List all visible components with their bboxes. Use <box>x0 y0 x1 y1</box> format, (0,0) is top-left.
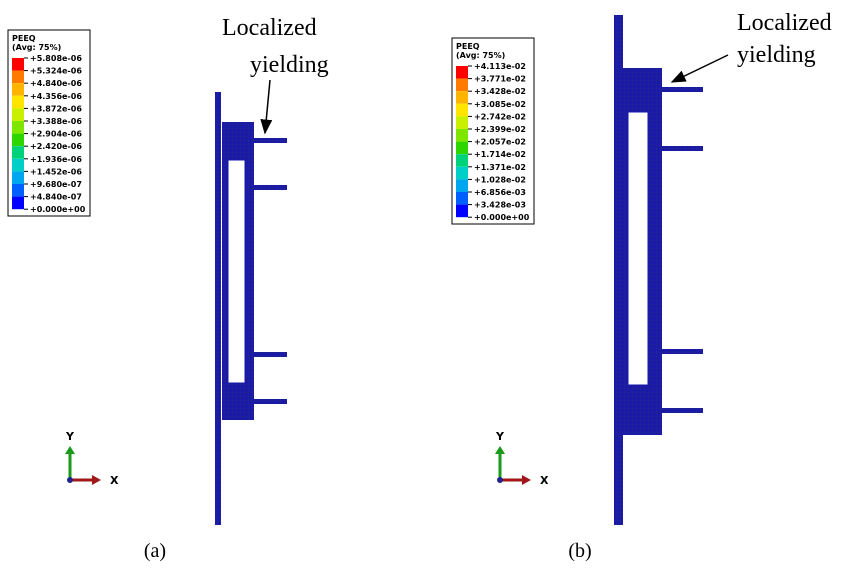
legend-swatch <box>456 116 468 129</box>
opening <box>628 112 648 385</box>
annotation: yielding <box>250 52 329 78</box>
legend-swatch <box>12 171 24 184</box>
legend-label: +2.399e-02 <box>474 125 526 134</box>
legend-label: +4.356e-06 <box>30 92 82 101</box>
stiffener <box>660 349 703 354</box>
legend-subtitle: (Avg: 75%) <box>456 51 505 60</box>
legend-swatch <box>456 79 468 92</box>
legend-label: +4.113e-02 <box>474 62 526 71</box>
axis-y-head <box>65 446 75 454</box>
legend-swatch <box>456 66 468 79</box>
legend-label: +1.714e-02 <box>474 150 526 159</box>
axis-y-label: Y <box>495 430 505 443</box>
legend-label: +4.840e-06 <box>30 79 82 88</box>
legend-swatch <box>456 129 468 142</box>
annotation: Localized <box>737 10 832 36</box>
legend-swatch <box>12 159 24 172</box>
legend-swatch <box>12 96 24 109</box>
figure: PEEQ(Avg: 75%)+5.808e-06+5.324e-06+4.840… <box>0 0 860 578</box>
legend-label: +2.420e-06 <box>30 142 82 151</box>
legend-label: +6.856e-03 <box>474 188 526 197</box>
legend-label: +1.936e-06 <box>30 155 82 164</box>
legend-label: +3.085e-02 <box>474 100 526 109</box>
legend-label: +1.452e-06 <box>30 167 82 176</box>
stiffener <box>660 146 703 151</box>
opening <box>228 160 245 383</box>
legend-swatch <box>12 197 24 210</box>
legend-swatch <box>456 142 468 155</box>
caption: (a) <box>144 540 166 562</box>
stiffener <box>660 408 703 413</box>
legend-label: +3.872e-06 <box>30 104 82 113</box>
stiffener <box>660 87 703 92</box>
legend-swatch <box>12 184 24 197</box>
legend-label: +1.371e-02 <box>474 163 526 172</box>
legend-label: +3.388e-06 <box>30 117 82 126</box>
legend-label: +5.324e-06 <box>30 67 82 76</box>
legend-label: +0.000e+00 <box>30 205 86 214</box>
legend-subtitle: (Avg: 75%) <box>12 43 61 52</box>
stiffener <box>252 399 287 404</box>
axis-x-head <box>522 475 531 485</box>
annotation: Localized <box>222 15 317 41</box>
legend-label: +3.771e-02 <box>474 75 526 84</box>
axis-y-head <box>495 446 505 454</box>
axis-origin <box>497 477 503 483</box>
legend-swatch <box>456 192 468 205</box>
axis-x-label: X <box>110 474 119 487</box>
stiffener <box>252 138 287 143</box>
axis-x-head <box>92 475 101 485</box>
annotation: yielding <box>737 42 816 68</box>
legend-swatch <box>456 179 468 192</box>
legend-swatch <box>12 121 24 134</box>
caption: (b) <box>568 540 591 562</box>
legend-swatch <box>456 104 468 117</box>
legend-swatch <box>456 167 468 180</box>
legend-label: +1.028e-02 <box>474 175 526 184</box>
legend-label: +3.428e-03 <box>474 201 526 210</box>
plate <box>215 92 221 525</box>
legend-title: PEEQ <box>12 34 36 43</box>
axis-y-label: Y <box>65 430 75 443</box>
legend-label: +2.742e-02 <box>474 112 526 121</box>
axis-x-label: X <box>540 474 549 487</box>
legend-label: +2.057e-02 <box>474 138 526 147</box>
legend-swatch <box>12 108 24 121</box>
legend-title: PEEQ <box>456 42 480 51</box>
legend-swatch <box>12 58 24 71</box>
stiffener <box>252 352 287 357</box>
legend-swatch <box>12 146 24 159</box>
legend-label: +0.000e+00 <box>474 213 530 222</box>
panel: PEEQ(Avg: 75%) +5.808e-06 +5.324e-06 +4.840… <box>8 15 329 562</box>
legend-label: +3.428e-02 <box>474 87 526 96</box>
annotation-arrow <box>672 55 728 82</box>
legend-swatch <box>456 205 468 218</box>
legend-swatch <box>456 154 468 167</box>
axis-origin <box>67 477 73 483</box>
legend-swatch <box>12 134 24 147</box>
legend-label: +2.904e-06 <box>30 130 82 139</box>
legend-label: +9.680e-07 <box>30 180 82 189</box>
legend-label: +4.840e-07 <box>30 193 82 202</box>
legend-swatch <box>456 91 468 104</box>
stiffener <box>252 185 287 190</box>
annotation-arrow <box>265 80 270 133</box>
legend-swatch <box>12 71 24 84</box>
panel: PEEQ(Avg: 75%) +4.113e-02 +3.771e-02 +3.428… <box>452 10 832 562</box>
legend-label: +5.808e-06 <box>30 54 82 63</box>
legend-swatch <box>12 83 24 96</box>
